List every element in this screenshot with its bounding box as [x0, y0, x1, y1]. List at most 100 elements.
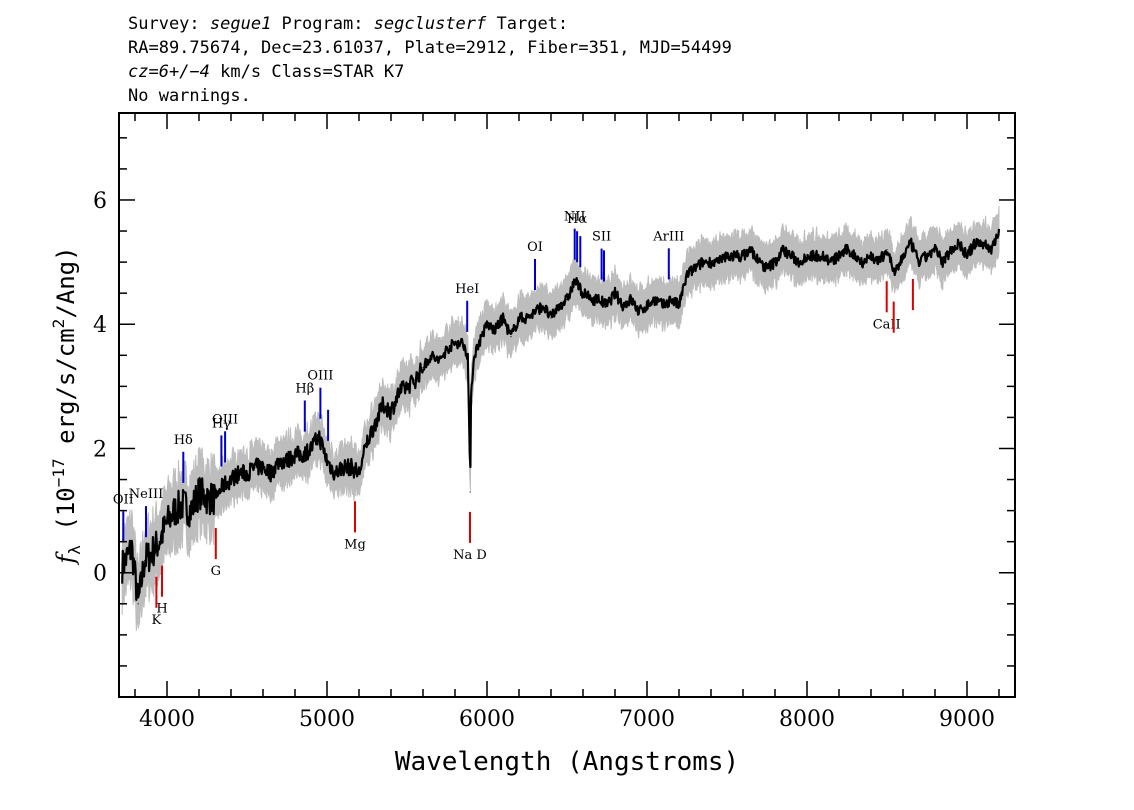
spectrum-point: [144, 559, 146, 561]
spectrum-point: [966, 255, 968, 257]
spectrum-point: [894, 273, 896, 276]
spectrum-point: [718, 261, 720, 263]
spectrum-point: [550, 317, 552, 319]
spectrum-point: [350, 466, 352, 468]
spectrum-point: [950, 249, 952, 251]
spectrum-point: [774, 261, 776, 263]
spectrum-point: [742, 255, 744, 257]
header-line-redshift: cz=6+/−4 km/s Class=STAR K7: [128, 60, 1028, 84]
line-marker-label: Hγ: [212, 416, 231, 431]
spectrum-point: [198, 491, 200, 493]
x-tick-label: 6000: [459, 707, 515, 732]
y-tick-label: 4: [93, 313, 107, 338]
spectrum-point: [678, 305, 680, 307]
spectrum-point: [798, 261, 800, 263]
spectrum-point: [942, 261, 944, 263]
spectrum-point: [830, 261, 832, 263]
spectrum-point: [790, 255, 792, 257]
spectrum-point: [822, 255, 824, 257]
spectrum-point: [462, 342, 464, 344]
x-tick-label: 9000: [939, 707, 995, 732]
spectrum-point: [598, 298, 600, 300]
spectrum-point: [974, 242, 976, 245]
spectrum-point: [318, 435, 320, 437]
y-tick-label: 0: [93, 562, 107, 587]
line-marker-label: ArIII: [652, 229, 684, 244]
spectrum-point: [478, 342, 480, 344]
spectrum-point: [958, 242, 960, 245]
spectrum-point: [630, 298, 632, 300]
spectrum-point: [468, 435, 470, 437]
spectrum-point: [246, 472, 248, 474]
spectrum-point: [766, 267, 768, 269]
spectrum-point: [886, 249, 888, 251]
spectrum-point: [398, 392, 400, 394]
y-label-units: erg/s/cm: [52, 328, 80, 458]
spectrum-point: [310, 447, 312, 450]
spectrum-point: [358, 472, 360, 474]
y-tick-label: 6: [93, 189, 107, 214]
spectrum-point: [206, 497, 208, 499]
line-marker-label: NeIII: [129, 487, 163, 502]
spectrum-point: [526, 317, 528, 319]
cz-units: km/s: [209, 62, 262, 82]
class-text: Class=STAR K7: [261, 62, 405, 82]
spectrum-point: [150, 553, 152, 555]
spectrum-point: [190, 510, 192, 512]
survey-label: Survey:: [128, 14, 210, 34]
line-marker-label: Na D: [453, 548, 487, 563]
spectrum-point: [734, 255, 736, 257]
spectrum-point: [622, 305, 624, 307]
header-line-survey: Survey: segue1 Program: segclusterf Targ…: [128, 12, 1028, 36]
spectrum-point: [238, 472, 240, 474]
spectrum-point: [222, 485, 224, 487]
spectrum-point: [750, 249, 752, 251]
spectrum-point: [262, 466, 264, 468]
line-marker-label: SII: [592, 230, 611, 245]
spectrum-point: [374, 423, 376, 425]
spectrum-point: [926, 255, 928, 257]
x-tick-label: 5000: [299, 707, 355, 732]
spectrum-point: [854, 255, 856, 257]
spectrum-point: [910, 242, 912, 245]
spectrum-point: [326, 460, 328, 462]
line-marker-label: Hδ: [174, 433, 193, 448]
spectrum-point: [814, 255, 816, 257]
spectrum-point: [646, 305, 648, 307]
spectrum-point: [334, 472, 336, 474]
spectrum-point: [710, 261, 712, 263]
spectrum-point: [846, 249, 848, 251]
spectrum-point: [278, 460, 280, 462]
x-tick-label: 4000: [139, 707, 195, 732]
spectrum-point: [566, 298, 568, 300]
header-line-coords: RA=89.75674, Dec=23.61037, Plate=2912, F…: [128, 38, 732, 58]
line-marker-label: G: [211, 564, 221, 579]
spectrum-point: [806, 255, 808, 257]
spectrum-point: [494, 329, 496, 331]
spectrum-header: Survey: segue1 Program: segclusterf Targ…: [128, 12, 1028, 108]
spectrum-point: [286, 460, 288, 462]
spectrum-point: [166, 522, 168, 524]
spectrum-point: [518, 317, 520, 319]
spectrum-point: [469, 491, 471, 493]
spectrum-point: [214, 497, 216, 499]
spectrum-point: [438, 360, 440, 363]
line-marker-label: K: [152, 613, 162, 628]
spectrum-point: [382, 404, 384, 406]
axis-tick-layer: 4000 5000 6000 7000 8000 9000 0 2 4 6: [93, 113, 1015, 732]
x-tick-label: 8000: [779, 707, 835, 732]
line-marker-label: OI: [527, 240, 543, 255]
cz-value: 6+/−4: [158, 62, 210, 82]
spectrum-point: [446, 348, 448, 350]
spectrum-point: [694, 267, 696, 269]
y-label-sq: 2: [49, 319, 68, 329]
spectrum-point: [726, 255, 728, 257]
spectrum-point: [406, 385, 408, 387]
line-marker-label: Hβ: [295, 382, 314, 397]
spectrum-point: [342, 466, 344, 468]
spectrum-point: [998, 230, 1000, 232]
y-label-lambda: λ: [65, 545, 84, 555]
spectrum-point: [686, 273, 688, 276]
spectrum-point: [990, 249, 992, 251]
